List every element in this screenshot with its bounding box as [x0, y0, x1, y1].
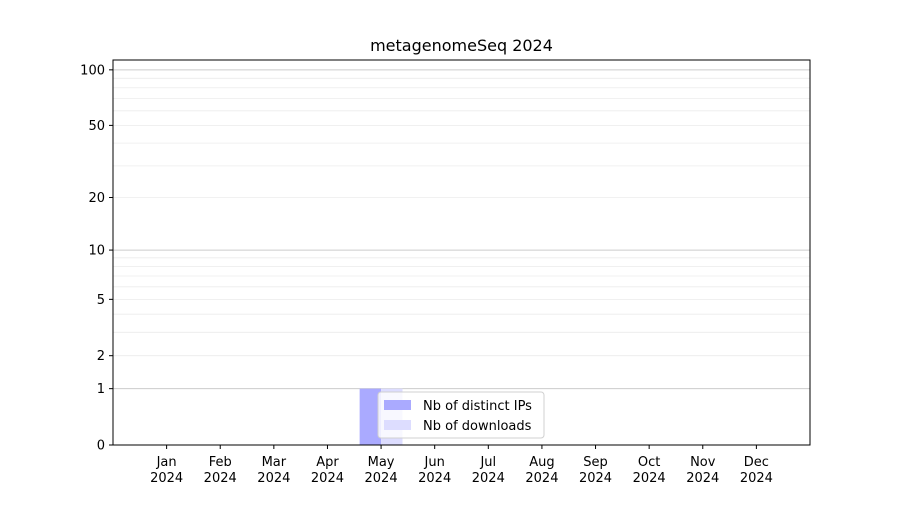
x-tick-label: 2024: [740, 471, 773, 486]
x-tick-label: Jul: [479, 455, 496, 470]
y-tick-label: 1: [97, 382, 105, 397]
x-tick-label: 2024: [311, 471, 344, 486]
y-tick-label: 5: [97, 293, 105, 308]
legend-label: Nb of downloads: [423, 419, 532, 434]
y-tick-label: 50: [88, 119, 105, 134]
x-tick-label: 2024: [633, 471, 666, 486]
x-tick-label: Nov: [690, 455, 716, 470]
x-tick-label: 2024: [150, 471, 183, 486]
legend-swatch: [384, 400, 411, 410]
x-tick-label: Apr: [316, 455, 339, 470]
x-tick-label: May: [368, 455, 395, 470]
chart-title: metagenomeSeq 2024: [370, 36, 553, 55]
x-tick-label: Feb: [209, 455, 232, 470]
x-tick-label: 2024: [365, 471, 398, 486]
x-tick-label: 2024: [686, 471, 719, 486]
legend-box: [377, 391, 545, 439]
x-tick-label: 2024: [257, 471, 290, 486]
x-tick-label: Dec: [744, 455, 769, 470]
y-tick-label: 2: [97, 349, 105, 364]
bar-nb-of-distinct-ips: [359, 388, 382, 445]
y-tick-label: 0: [97, 439, 105, 454]
y-tick-label: 100: [80, 63, 105, 78]
x-tick-label: Aug: [529, 455, 554, 470]
x-tick-label: Jan: [156, 455, 177, 470]
x-tick-label: Jun: [424, 455, 445, 470]
x-tick-label: 2024: [204, 471, 237, 486]
x-tick-label: 2024: [418, 471, 451, 486]
y-tick-label: 10: [88, 244, 105, 259]
plot-frame: [112, 59, 811, 446]
x-tick-label: 2024: [579, 471, 612, 486]
y-tick-label: 20: [88, 191, 105, 206]
x-tick-label: Oct: [638, 455, 660, 470]
x-tick-label: 2024: [472, 471, 505, 486]
legend-label: Nb of distinct IPs: [423, 399, 532, 414]
x-tick-label: 2024: [525, 471, 558, 486]
x-tick-label: Mar: [262, 455, 287, 470]
x-tick-label: Sep: [583, 455, 608, 470]
legend-swatch: [384, 420, 411, 430]
